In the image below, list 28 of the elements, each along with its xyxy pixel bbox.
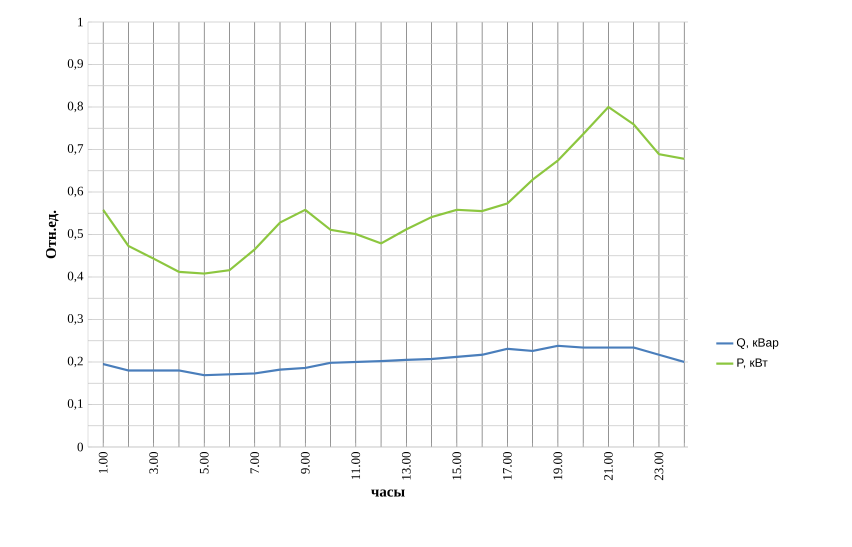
x-tick-label: 1.00 [98,452,108,474]
y-tick-label: 0,2 [68,356,83,368]
legend-label: Q, кВар [736,338,778,350]
x-tick-label: 15.00 [452,452,462,480]
y-tick-label: 0,3 [68,314,83,325]
line-series [102,106,686,275]
y-tick-label: 0,8 [68,102,83,112]
x-tick-label: 21.00 [604,452,613,480]
x-tick-label: 13.00 [402,452,411,480]
y-tick-label: 0,4 [68,272,84,282]
y-tick-label: 0 [78,442,83,452]
x-axis-title: часы [371,489,405,497]
y-tick-label: 0,1 [68,399,83,410]
y-axis-title: Отн.ед. [46,210,58,258]
y-tick-label: 1 [78,18,83,26]
x-tick-label: 7.00 [250,452,260,474]
y-tick-label: 0,5 [68,229,83,240]
x-tick-label: 23.00 [654,452,664,480]
x-tick-label: 5.00 [200,452,209,474]
legend-label: P, кВт [737,358,768,368]
y-tick-label: 0,9 [68,59,83,70]
x-tick-label: 11.00 [351,452,360,480]
x-tick-label: 19.00 [554,452,562,480]
x-tick-label: 3.00 [149,452,158,474]
x-tick-label: 9.00 [300,452,310,474]
y-tick-label: 0,6 [68,186,84,198]
y-tick-label: 0,7 [68,144,84,155]
x-tick-label: 17.00 [502,452,512,480]
